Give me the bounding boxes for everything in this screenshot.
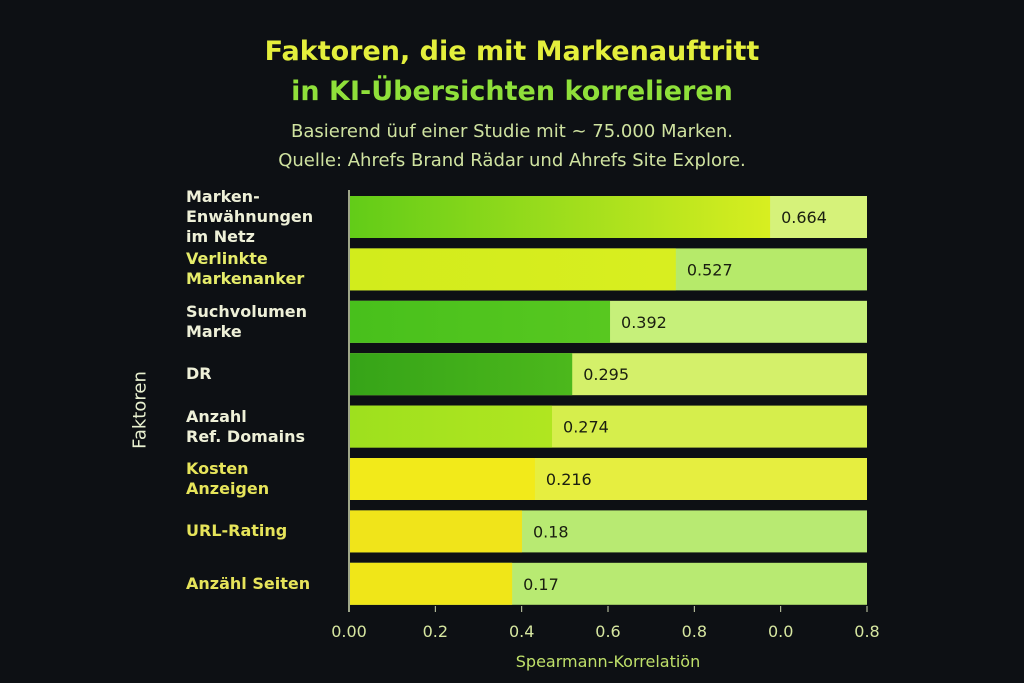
bar-value-label: 0.274: [563, 418, 609, 437]
chart-subtitle-line-1: Basierend üuf einer Studie mit ~ 75.000 …: [291, 121, 733, 142]
x-tick-label: 0.4: [509, 622, 534, 641]
category-label: Marken- Enwähnungen im Netz: [186, 187, 313, 247]
category-label-line: im Netz: [186, 227, 255, 246]
bar: [350, 353, 573, 396]
chart-title-line-1: Faktoren, die mit Markenauftritt: [264, 36, 760, 67]
category-label-line: Enwähnungen: [186, 207, 314, 226]
bar: [350, 300, 611, 343]
bar: [350, 562, 513, 605]
bar-value-label: 0.17: [523, 575, 559, 594]
bar-value-label: 0.295: [583, 365, 629, 384]
bar-value-label: 0.664: [781, 208, 827, 227]
bar-value-label: 0.216: [546, 470, 592, 489]
category-label: Anzähl Seiten: [186, 574, 310, 594]
category-label-line: DR: [186, 364, 212, 384]
x-tick-label: 0.2: [423, 622, 448, 641]
x-tick-label: 0.8: [682, 622, 707, 641]
x-tick-label: 0.0: [768, 622, 793, 641]
category-label-line: Ref. Domains: [186, 426, 306, 446]
category-label: Verlinkte Markenanker: [186, 249, 304, 289]
chart-title-line-2: in KI-Übersichten korrelieren: [291, 76, 733, 107]
x-axis-label: Spearmann-Korrelatiön: [515, 652, 701, 671]
category-label-line: Anzähl Seiten: [186, 573, 311, 593]
bar-value-label: 0.18: [533, 522, 569, 541]
bar: [350, 248, 676, 291]
category-label-line: Marke: [186, 321, 242, 341]
category-label-line: Anzeigen: [186, 479, 270, 498]
category-label: Suchvolumen Marke: [186, 302, 307, 342]
x-tick-label: 0.00: [331, 622, 367, 641]
category-label: Anzahl Ref. Domains: [186, 407, 305, 447]
category-label: DR: [186, 364, 212, 384]
bar-value-label: 0.527: [687, 260, 733, 279]
category-label: URL-Rating: [186, 521, 287, 541]
category-label-line: Kosten: [186, 459, 249, 478]
bar: [350, 510, 522, 553]
bar-value-label: 0.392: [621, 313, 667, 332]
category-label-line: Markenanker: [186, 269, 305, 289]
chart-subtitle-line-2: Quelle: Ahrefs Brand Rädar und Ahrefs Si…: [278, 150, 746, 171]
x-tick-label: 0.6: [595, 622, 620, 641]
category-label-line: Marken-: [186, 187, 260, 206]
x-tick-label: 0.8: [854, 622, 879, 641]
category-label-line: Verlinkte: [186, 249, 268, 269]
bar: [350, 405, 553, 448]
bar: [350, 458, 535, 500]
category-label-line: Suchvolumen: [186, 301, 307, 321]
category-label-line: Anzahl: [186, 406, 247, 426]
category-label: Kosten Anzeigen: [186, 459, 269, 499]
category-label-line: URL-Rating: [186, 521, 288, 541]
bar: [350, 196, 771, 238]
